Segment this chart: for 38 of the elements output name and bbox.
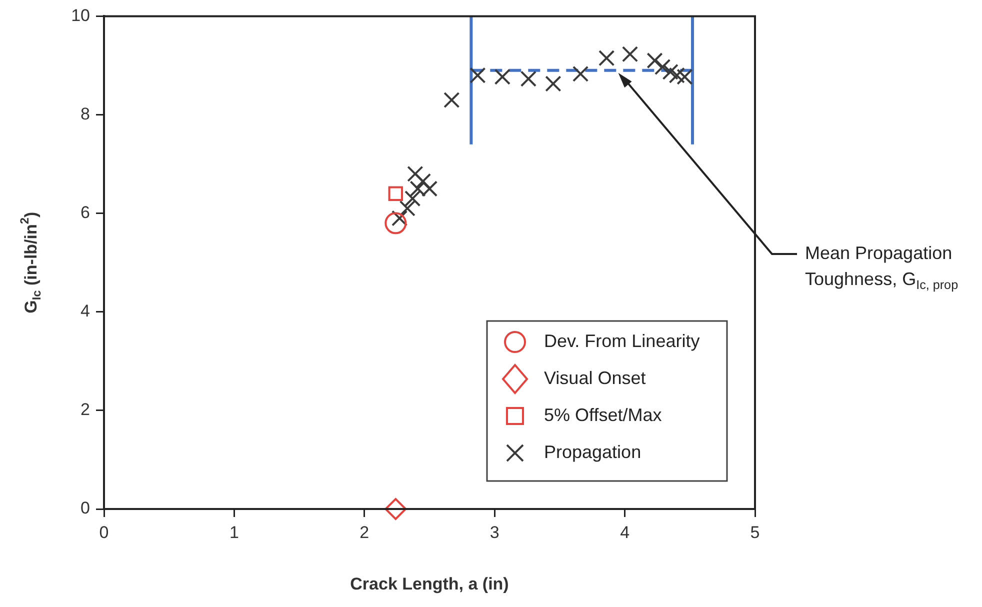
x-tick-label: 4 <box>620 522 630 542</box>
point <box>668 67 685 84</box>
point <box>470 67 486 84</box>
point <box>404 190 421 207</box>
legend-label: Visual Onset <box>544 368 646 388</box>
point <box>384 498 407 520</box>
y-tick-label: 2 <box>80 400 90 420</box>
point <box>662 64 678 80</box>
point <box>414 173 432 190</box>
x-tick-label: 0 <box>99 522 109 542</box>
legend-label: Propagation <box>544 442 642 462</box>
x-tick-label: 1 <box>229 522 239 542</box>
point <box>598 50 615 66</box>
legend-label: Dev. From Linearity <box>544 330 700 351</box>
point <box>520 70 537 87</box>
point <box>545 76 562 92</box>
x-axis-title: Crack Length, a (in) <box>350 574 509 594</box>
point <box>421 180 438 197</box>
point <box>676 68 693 85</box>
point <box>646 52 663 69</box>
point <box>572 66 589 82</box>
x-tick-label: 2 <box>360 522 370 542</box>
point <box>622 46 638 62</box>
y-tick-label: 8 <box>80 104 90 124</box>
y-axis-title: GIc (in-lb/in2) <box>17 212 44 314</box>
y-tick-label: 6 <box>80 203 90 222</box>
y-tick-label: 10 <box>71 6 90 25</box>
x-tick-label: 5 <box>750 522 760 542</box>
y-tick-label: 0 <box>80 498 90 518</box>
point <box>384 212 407 234</box>
legend-label: 5% Offset/Max <box>544 404 662 425</box>
point <box>654 58 671 76</box>
point <box>444 92 460 108</box>
point <box>388 186 404 201</box>
point <box>399 200 416 216</box>
x-tick-label: 3 <box>490 522 500 542</box>
y-tick-label: 4 <box>80 302 90 321</box>
point <box>494 68 510 85</box>
